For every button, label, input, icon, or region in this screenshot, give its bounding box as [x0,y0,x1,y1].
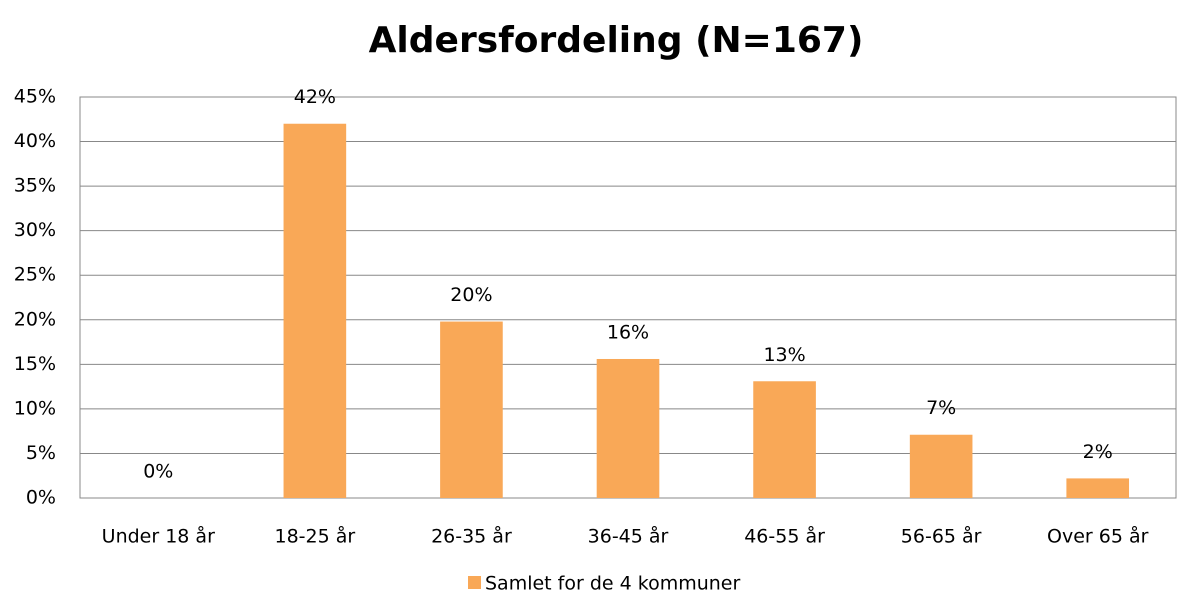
y-tick-label: 45% [14,86,56,108]
x-tick-label: 26-35 år [431,525,512,548]
data-label: 13% [763,344,805,366]
x-tick-label: Under 18 år [102,525,215,548]
x-tick-label: Over 65 år [1047,525,1149,548]
y-tick-label: 10% [14,397,56,419]
bar [1066,478,1130,498]
data-label: 20% [450,284,492,306]
data-label: 0% [143,461,173,483]
bar [283,123,347,498]
y-tick-label: 35% [14,175,56,197]
bar [909,434,973,498]
y-tick-label: 0% [26,487,56,509]
bar [596,358,660,498]
data-label: 16% [607,321,649,343]
bar [753,381,816,498]
y-tick-label: 15% [14,353,56,375]
bar [440,321,503,498]
x-tick-label: 46-55 år [744,525,825,548]
y-tick-label: 5% [26,442,56,464]
legend-label: Samlet for de 4 kommuner [485,573,740,595]
chart-title: Aldersfordeling (N=167) [369,20,864,61]
legend-swatch [468,576,481,589]
data-label: 7% [926,397,956,419]
y-tick-label: 20% [14,308,56,330]
x-tick-label: 56-65 år [901,525,982,548]
x-tick-label: 36-45 år [588,525,669,548]
y-tick-label: 30% [14,219,56,241]
data-label: 2% [1083,441,1113,463]
y-tick-label: 25% [14,264,56,286]
y-tick-label: 40% [14,130,56,152]
data-label: 42% [294,86,336,108]
x-tick-label: 18-25 år [274,525,355,548]
